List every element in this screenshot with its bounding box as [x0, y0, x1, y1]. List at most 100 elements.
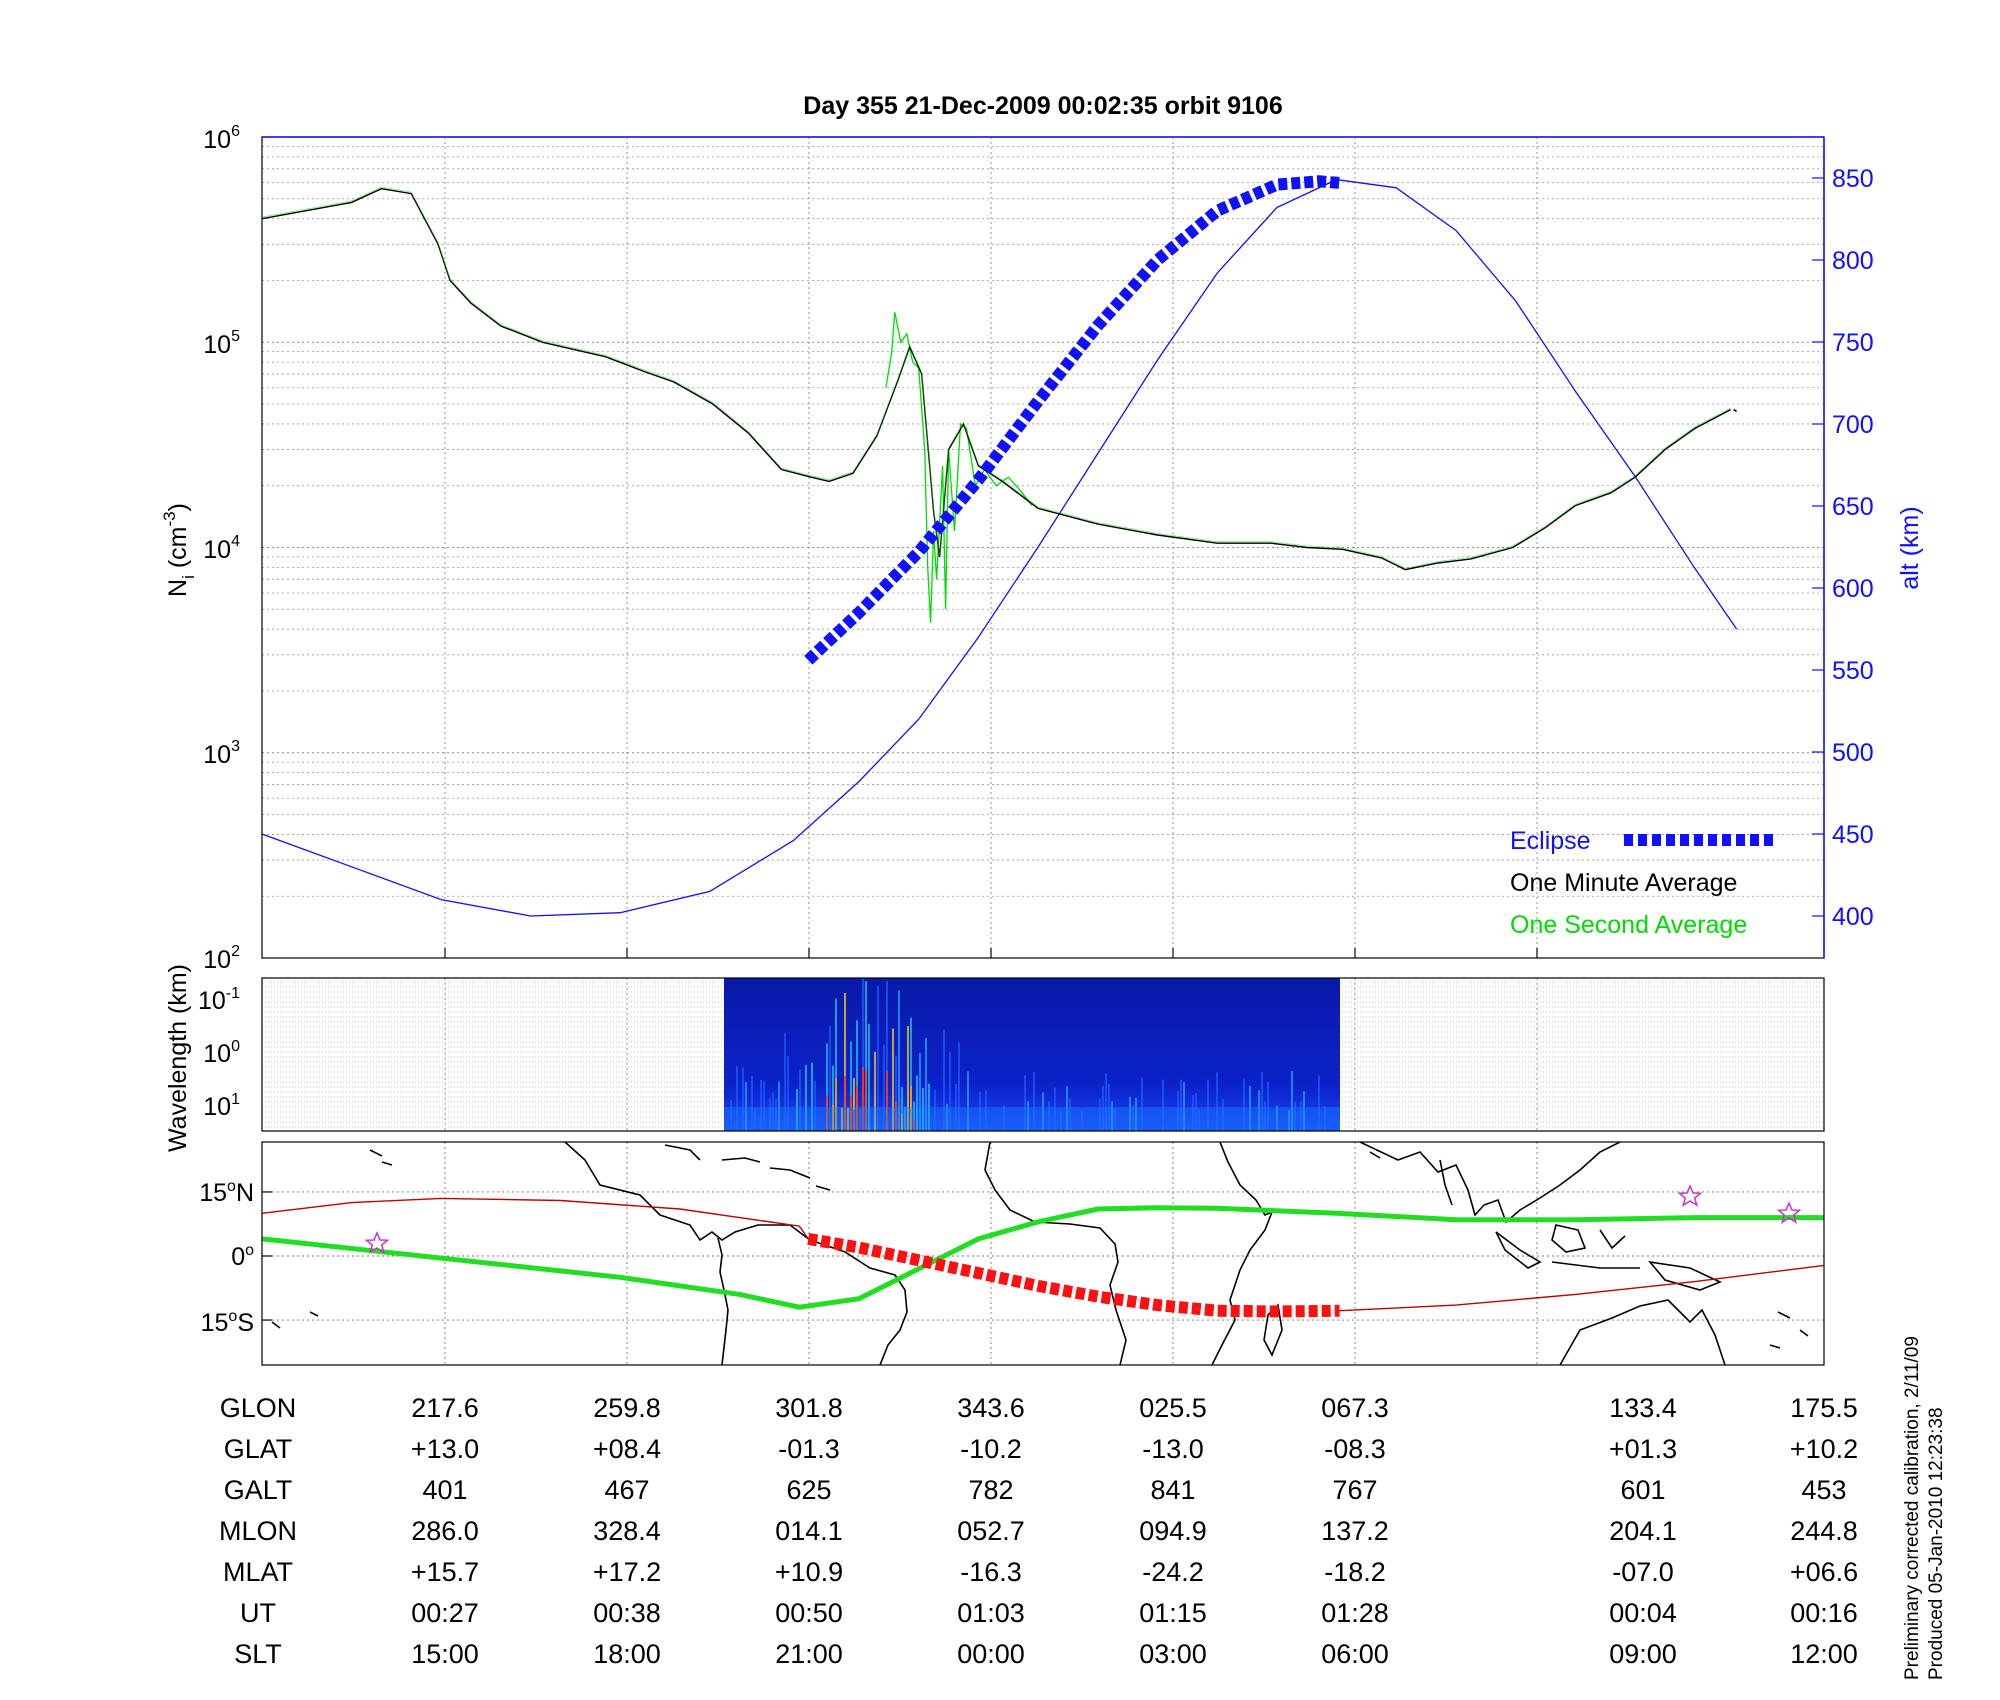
table-cell: +10.2 [1790, 1434, 1858, 1464]
spectrogram-streak [946, 1103, 948, 1131]
map-series-track-continued [1339, 1264, 1824, 1312]
table-cell: 301.8 [775, 1393, 843, 1423]
spectrogram-streak [928, 1083, 930, 1131]
spectrogram-streak [1264, 1101, 1266, 1131]
left-tick-label: 102 [203, 943, 240, 974]
spectrogram-streak [1111, 1101, 1113, 1131]
table-cell: 15:00 [411, 1639, 479, 1669]
spectrogram-streak [1276, 1105, 1278, 1131]
spectrogram-frame [261, 977, 1825, 1132]
table-cell: 175.5 [1790, 1393, 1858, 1423]
table-cell: 328.4 [593, 1516, 661, 1546]
spectrogram-streak [874, 1051, 876, 1131]
spectrogram-streak [1027, 1101, 1029, 1131]
table-cell: 12:00 [1790, 1639, 1858, 1669]
left-axis-ticks: 106 105 104 103 102 [203, 123, 240, 974]
table-cell: 767 [1332, 1475, 1377, 1505]
spectrogram-streak [898, 990, 900, 1131]
spectrogram-streak [1300, 1100, 1302, 1131]
table-cell: 286.0 [411, 1516, 479, 1546]
table-cell: -18.2 [1324, 1557, 1386, 1587]
spectrogram-streak [1207, 1079, 1209, 1131]
table-cell: 259.8 [593, 1393, 661, 1423]
table-cell: -08.3 [1324, 1434, 1386, 1464]
table-cell: 01:15 [1139, 1598, 1207, 1628]
right-tick-label: 650 [1832, 493, 1874, 521]
table-cell: +06.6 [1790, 1557, 1858, 1587]
map-series-eclipse [807, 1232, 1340, 1318]
spectrogram-streak-hot [901, 1113, 903, 1131]
spectrogram-streak [1141, 1078, 1143, 1131]
table-row-label: MLAT [223, 1557, 293, 1587]
left-tick-label: 106 [203, 123, 240, 154]
spectrogram-streak [916, 1075, 918, 1131]
table-cell: 067.3 [1321, 1393, 1389, 1423]
coastlines [271, 1142, 1809, 1365]
series-line-one-minute-average [1859, 219, 2000, 391]
table-cell: -01.3 [778, 1434, 840, 1464]
spectrogram-streaks [724, 978, 1340, 1131]
star-icon [1677, 1184, 1703, 1207]
table-cell: 453 [1801, 1475, 1846, 1505]
spectrogram-streak [979, 1091, 981, 1131]
spectrogram-streak [958, 1042, 960, 1131]
spectrogram-streak [856, 1020, 858, 1131]
spectrogram-streak-hot [844, 1075, 846, 1131]
spectrogram-streak [730, 1099, 732, 1131]
table-cell: +17.2 [593, 1557, 661, 1587]
spectrogram-streak-hot [895, 1100, 897, 1131]
legend-one-second-label: One Second Average [1510, 911, 1747, 939]
spectrogram-streak [865, 980, 867, 1131]
table-cell: 094.9 [1139, 1516, 1207, 1546]
orbit-table: GLON GLAT GALT MLON MLAT UT SLT 217.6 +13.0 401 28… [219, 1393, 1858, 1669]
table-cell: +13.0 [411, 1434, 479, 1464]
calibration-note-line1: Preliminary corrected calibration, 2/11/… [1902, 1336, 1923, 1680]
table-cell: 133.4 [1609, 1393, 1677, 1423]
right-tick-label: 750 [1832, 329, 1874, 357]
map-frame [261, 1141, 1825, 1366]
table-cell: 467 [604, 1475, 649, 1505]
table-cell: 00:38 [593, 1598, 661, 1628]
spectrogram-streak [1069, 1098, 1071, 1131]
spectrogram-streak [841, 1107, 843, 1131]
spectrogram-streak [1267, 1082, 1269, 1131]
table-row-label: GLAT [224, 1434, 293, 1464]
spectrogram-streak [826, 1043, 828, 1131]
table-cell: 03:00 [1139, 1639, 1207, 1669]
spectrogram-streak-hot [886, 1071, 888, 1131]
table-cell: 01:28 [1321, 1598, 1389, 1628]
spectrogram-streak-hot [850, 1095, 852, 1131]
series-line-one-minute-average [262, 187, 1731, 571]
table-cell: 21:00 [775, 1639, 843, 1669]
spectrogram-streak [778, 1081, 780, 1131]
spectrogram-streak [925, 1037, 927, 1131]
spectrogram-tick-label: 10-1 [198, 985, 240, 1015]
spectrogram-streak [1318, 1075, 1320, 1131]
spectrogram-streak [967, 1071, 969, 1131]
spectrogram-streak [1183, 1081, 1185, 1131]
table-cell: 025.5 [1139, 1393, 1207, 1423]
legend-one-minute-label: One Minute Average [1510, 869, 1737, 897]
spectrogram-streak [796, 1089, 798, 1131]
calibration-note: Preliminary corrected calibration, 2/11/… [1902, 1336, 1947, 1680]
spectrogram-streak [943, 1029, 945, 1131]
table-cell: 18:00 [593, 1639, 661, 1669]
spectrogram-ticks: 10-1 100 101 [198, 985, 240, 1121]
spectrogram-streak [1216, 1072, 1218, 1131]
spectrogram-streak [775, 1098, 777, 1131]
spectrogram-streak [907, 1026, 909, 1131]
table-cell: 601 [1620, 1475, 1665, 1505]
spectrogram-streak [1105, 1073, 1107, 1131]
table-cell: 00:04 [1609, 1598, 1677, 1628]
series-line-one-second-overlay [1859, 217, 2000, 389]
table-row-label: MLON [219, 1516, 297, 1546]
table-row-label: UT [240, 1598, 276, 1628]
table-cell: 244.8 [1790, 1516, 1858, 1546]
table-cell: 00:27 [411, 1598, 479, 1628]
spectrogram-streak [1192, 1095, 1194, 1131]
spectrogram-streak [913, 1101, 915, 1131]
map-ticks: 15oN 0o 15oS [199, 1178, 254, 1337]
spectrogram-streak [1042, 1092, 1044, 1131]
table-cell: -16.3 [960, 1557, 1022, 1587]
